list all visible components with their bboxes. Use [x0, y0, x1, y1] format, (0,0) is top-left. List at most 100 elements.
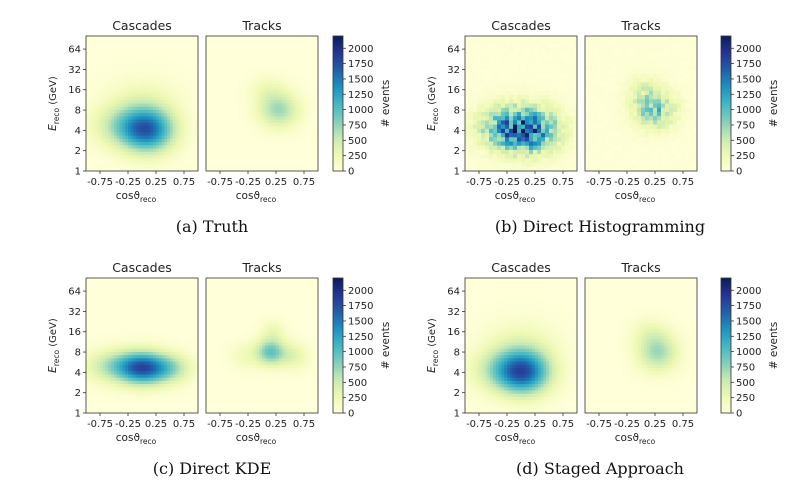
- heatmap-cell: [309, 58, 313, 63]
- heatmap-cell: [144, 154, 149, 159]
- heatmap-cell: [312, 109, 316, 114]
- heatmap-cell: [217, 132, 221, 137]
- heatmap-cell: [206, 138, 210, 143]
- heatmap-cell: [88, 90, 93, 95]
- heatmap-cell: [214, 103, 218, 108]
- heatmap-cell: [161, 100, 165, 105]
- heatmap-cell: [220, 161, 224, 166]
- heatmap-cell: [517, 107, 522, 113]
- heatmap-cell: [549, 48, 554, 54]
- heatmap-cell: [111, 74, 115, 79]
- heatmap-cell: [256, 138, 260, 143]
- heatmap-cell: [533, 166, 538, 172]
- heatmap-cell: [116, 71, 121, 76]
- heatmap-cell: [481, 73, 486, 79]
- heatmap-cell: [501, 99, 506, 105]
- heatmap-cell: [273, 97, 277, 101]
- heatmap-cell: [142, 68, 146, 72]
- heatmap-cell: [97, 129, 101, 134]
- heatmap-cell: [509, 40, 514, 46]
- heatmap-cell: [217, 52, 221, 56]
- heatmap-cell: [100, 55, 104, 60]
- heatmap-cell: [629, 40, 634, 46]
- heatmap-cell: [119, 90, 123, 95]
- heatmap-cell: [158, 119, 163, 124]
- heatmap-cell: [625, 111, 630, 117]
- heatmap-cell: [234, 164, 238, 169]
- heatmap-cell: [239, 100, 243, 105]
- heatmap-cell: [225, 81, 229, 85]
- heatmap-cell: [108, 68, 112, 72]
- heatmap-cell: [276, 84, 280, 89]
- heatmap-cell: [181, 161, 185, 166]
- heatmap-cell: [617, 65, 622, 71]
- heatmap-cell: [164, 71, 168, 76]
- heatmap-cell: [641, 149, 646, 155]
- heatmap-cell: [222, 90, 227, 95]
- heatmap-cell: [264, 161, 269, 166]
- heatmap-cell: [130, 58, 135, 63]
- heatmap-cell: [234, 52, 238, 56]
- heatmap-cell: [267, 74, 271, 79]
- heatmap-cell: [541, 95, 546, 100]
- heatmap-cell: [267, 158, 271, 162]
- heatmap-cell: [175, 52, 179, 56]
- heatmap-cell: [192, 113, 196, 117]
- heatmap-cell: [214, 167, 218, 172]
- y-tick-label: 1: [75, 167, 81, 178]
- heatmap-cell: [292, 77, 297, 82]
- heatmap-cell: [167, 36, 171, 40]
- heatmap-cell: [270, 158, 274, 162]
- heatmap-cell: [637, 65, 642, 71]
- heatmap-cell: [525, 116, 530, 121]
- heatmap-cell: [253, 90, 257, 95]
- heatmap-cell: [569, 82, 574, 88]
- heatmap-cell: [278, 129, 283, 134]
- heatmap-cell: [214, 154, 218, 159]
- heatmap-cell: [315, 164, 319, 169]
- heatmap-cell: [287, 119, 291, 124]
- heatmap-cell: [170, 106, 174, 111]
- heatmap-cell: [545, 154, 550, 159]
- heatmap-cell: [284, 74, 288, 79]
- heatmap-cell: [295, 109, 299, 114]
- heatmap-cell: [601, 145, 606, 151]
- heatmap-cell: [493, 52, 498, 58]
- heatmap-cell: [267, 87, 271, 92]
- heatmap-cell: [645, 36, 650, 41]
- heatmap-cell: [184, 90, 188, 95]
- heatmap-cell: [262, 93, 266, 98]
- heatmap-cell: [617, 137, 622, 143]
- heatmap-cell: [105, 64, 109, 69]
- heatmap-cell: [541, 44, 546, 50]
- heatmap-cell: [175, 119, 179, 124]
- heatmap-cell: [192, 106, 196, 111]
- heatmap-cell: [561, 44, 566, 50]
- heatmap-cell: [645, 149, 650, 155]
- heatmap-cell: [649, 111, 654, 117]
- heatmap-cell: [625, 99, 630, 105]
- heatmap-cell: [208, 64, 213, 69]
- heatmap-cell: [119, 61, 123, 66]
- heatmap-cell: [649, 116, 654, 121]
- heatmap-cell: [278, 126, 283, 130]
- heatmap-cell: [189, 154, 193, 159]
- heatmap-cell: [105, 87, 109, 92]
- heatmap-cell: [529, 48, 534, 54]
- heatmap-cell: [86, 113, 90, 117]
- heatmap-cell: [273, 142, 277, 146]
- heatmap-cell: [521, 137, 526, 143]
- heatmap-cell: [645, 137, 650, 143]
- heatmap-cell: [158, 109, 163, 114]
- heatmap-cell: [473, 120, 478, 126]
- heatmap-cell: [473, 154, 478, 159]
- heatmap-cell: [549, 145, 554, 151]
- heatmap-cell: [142, 145, 146, 150]
- heatmap-cell: [312, 164, 316, 169]
- heatmap-cell: [493, 149, 498, 155]
- heatmap-cell: [222, 148, 227, 153]
- heatmap-cell: [267, 48, 271, 53]
- heatmap-cell: [306, 161, 311, 166]
- heatmap-cell: [144, 68, 149, 72]
